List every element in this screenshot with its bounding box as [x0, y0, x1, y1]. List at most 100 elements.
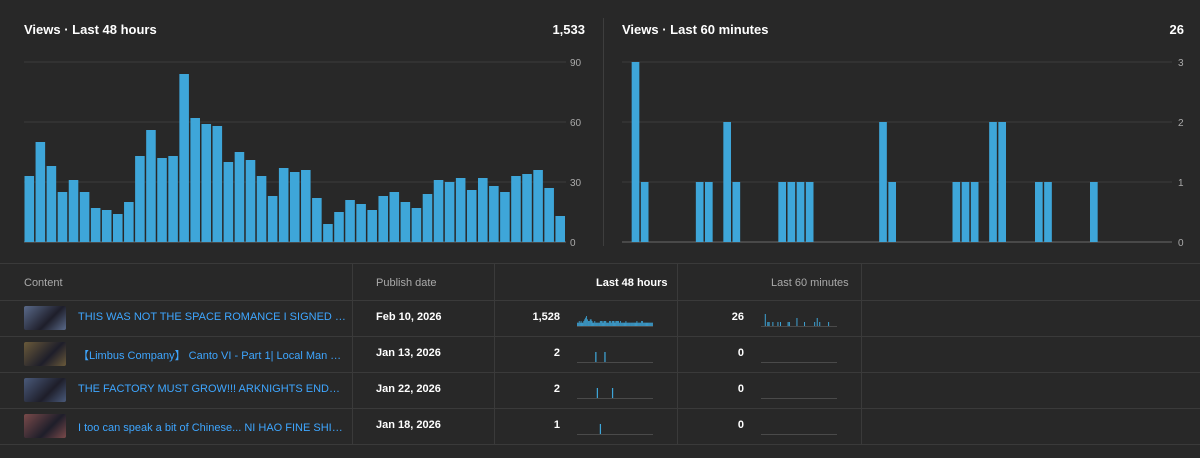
bar[interactable] — [168, 156, 178, 242]
bar[interactable] — [356, 204, 366, 242]
row-divider — [0, 408, 1200, 409]
video-title-link[interactable]: THIS WAS NOT THE SPACE ROMANCE I SIGNED … — [78, 311, 346, 323]
bar[interactable] — [234, 152, 245, 242]
bar[interactable] — [112, 214, 123, 242]
bar[interactable] — [1044, 182, 1052, 242]
table-row[interactable]: THIS WAS NOT THE SPACE ROMANCE I SIGNED … — [0, 300, 861, 336]
bar[interactable] — [79, 192, 90, 242]
spark-bar — [620, 322, 622, 326]
bar[interactable] — [378, 196, 389, 242]
bar[interactable] — [223, 162, 234, 242]
bar[interactable] — [544, 188, 554, 242]
table-row[interactable]: 【Limbus Company】 Canto VI - Part 1| Loca… — [0, 336, 861, 372]
spark-bar — [613, 321, 615, 326]
bar[interactable] — [411, 208, 422, 242]
bar[interactable] — [787, 182, 796, 242]
bar[interactable] — [312, 198, 322, 242]
spark-bar — [614, 322, 616, 326]
bar[interactable] — [289, 172, 300, 242]
bar[interactable] — [555, 216, 565, 242]
video-thumbnail[interactable] — [24, 378, 66, 402]
bar[interactable] — [201, 124, 212, 242]
y-tick-label: 30 — [570, 178, 582, 189]
bar[interactable] — [389, 192, 400, 242]
bar[interactable] — [101, 210, 112, 242]
bar[interactable] — [400, 202, 411, 242]
spark-bar — [816, 318, 818, 326]
video-title-link[interactable]: 【Limbus Company】 Canto VI - Part 1| Loca… — [78, 350, 346, 362]
spark-bar — [616, 321, 618, 326]
bar[interactable] — [245, 160, 256, 242]
bar[interactable] — [778, 182, 786, 242]
chart-48h[interactable]: 90 60 30 0 — [0, 50, 600, 250]
bar[interactable] — [24, 176, 35, 242]
bar[interactable] — [888, 182, 896, 242]
bar[interactable] — [455, 178, 466, 242]
bar[interactable] — [90, 208, 101, 242]
bar[interactable] — [732, 182, 741, 242]
bar[interactable] — [511, 176, 521, 242]
video-thumbnail[interactable] — [24, 306, 66, 330]
bar[interactable] — [879, 122, 887, 242]
spark-bar — [780, 322, 781, 326]
chart-60m[interactable]: 3 2 1 0 — [606, 50, 1200, 250]
bar[interactable] — [256, 176, 267, 242]
bar[interactable] — [57, 192, 68, 242]
header-publish-date[interactable]: Publish date — [376, 277, 437, 289]
bar[interactable] — [1035, 182, 1043, 242]
bar[interactable] — [301, 170, 311, 242]
bar[interactable] — [367, 210, 377, 242]
bar[interactable] — [466, 190, 477, 242]
bar[interactable] — [323, 224, 333, 242]
table-row[interactable]: I too can speak a bit of Chinese... NI H… — [0, 408, 861, 444]
bar[interactable] — [695, 182, 704, 242]
bar[interactable] — [422, 194, 433, 242]
video-thumbnail[interactable] — [24, 342, 66, 366]
bar[interactable] — [190, 118, 200, 242]
spark-bar — [608, 322, 609, 326]
bar[interactable] — [631, 62, 640, 242]
bar[interactable] — [500, 192, 510, 242]
bar[interactable] — [1090, 182, 1098, 242]
bar[interactable] — [723, 122, 731, 242]
table-row[interactable]: THE FACTORY MUST GROW!!! ARKNIGHTS ENDFI… — [0, 372, 861, 408]
bar[interactable] — [533, 170, 543, 242]
bar[interactable] — [35, 142, 46, 242]
bar[interactable] — [961, 182, 970, 242]
bar[interactable] — [135, 156, 145, 242]
video-title-link[interactable]: THE FACTORY MUST GROW!!! ARKNIGHTS ENDFI… — [78, 383, 346, 395]
bar[interactable] — [68, 180, 79, 242]
bar[interactable] — [489, 186, 499, 242]
bar[interactable] — [705, 182, 713, 242]
bar[interactable] — [334, 212, 344, 242]
bar[interactable] — [522, 174, 532, 242]
bar[interactable] — [970, 182, 979, 242]
bar[interactable] — [157, 158, 167, 242]
spark-bar — [638, 322, 640, 326]
bar[interactable] — [640, 182, 649, 242]
bar[interactable] — [46, 166, 57, 242]
bar[interactable] — [952, 182, 961, 242]
video-thumbnail[interactable] — [24, 414, 66, 438]
video-title-link[interactable]: I too can speak a bit of Chinese... NI H… — [78, 422, 346, 434]
bar[interactable] — [124, 202, 134, 242]
bar[interactable] — [278, 168, 289, 242]
bar[interactable] — [444, 182, 455, 242]
bar[interactable] — [267, 196, 278, 242]
sparkline-60m — [761, 398, 837, 399]
bar[interactable] — [989, 122, 997, 242]
spark-bar — [651, 322, 652, 326]
bar[interactable] — [179, 74, 189, 242]
bar[interactable] — [433, 180, 444, 242]
bar[interactable] — [146, 130, 156, 242]
bar[interactable] — [796, 182, 805, 242]
header-content[interactable]: Content — [24, 277, 63, 289]
bar[interactable] — [478, 178, 488, 242]
bar[interactable] — [998, 122, 1006, 242]
header-last-48-hours[interactable]: Last 48 hours — [596, 277, 668, 289]
bar[interactable] — [345, 200, 355, 242]
bar[interactable] — [212, 126, 223, 242]
sparkline-60m — [761, 434, 837, 435]
header-last-60-minutes[interactable]: Last 60 minutes — [771, 277, 849, 289]
bar[interactable] — [805, 182, 814, 242]
